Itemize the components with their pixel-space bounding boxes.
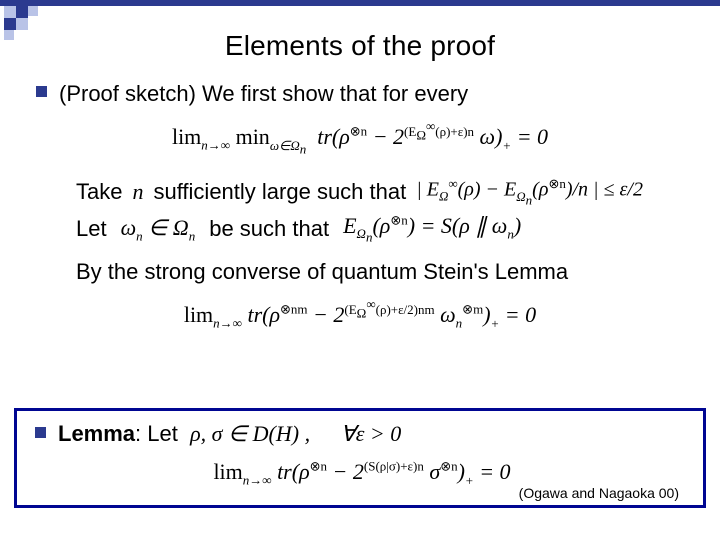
lemma-box: Lemma: Let ρ, σ ∈ D(H) , ∀ε > 0 limn→∞ t…	[14, 408, 706, 508]
slide-root: Elements of the proof (Proof sketch) We …	[0, 0, 720, 540]
bullet-1-text: (Proof sketch) We first show that for ev…	[59, 80, 468, 109]
let-mid: be such that	[209, 214, 329, 244]
equation-4: limn→∞ tr(ρ⊗nm − 2(EΩ∞(ρ)+ε/2)nm ωn⊗m)+ …	[18, 296, 702, 331]
equation-5b: ∀ε > 0	[341, 421, 402, 446]
deco-square	[16, 6, 28, 18]
take-line: Take n sufficiently large such that | EΩ…	[18, 175, 702, 209]
citation: (Ogawa and Nagaoka 00)	[519, 485, 679, 501]
equation-3b: EΩn(ρ⊗n) = S(ρ ∥ ωn)	[343, 211, 521, 247]
equation-5a: ρ, σ ∈ D(H) ,	[190, 421, 310, 446]
equation-1: limn→∞ minω∈Ωn tr(ρ⊗n − 2(EΩ∞(ρ)+ε)n ω)+…	[18, 119, 702, 158]
top-accent-bar	[0, 0, 720, 6]
bullet-1: (Proof sketch) We first show that for ev…	[18, 80, 702, 109]
deco-square	[28, 6, 38, 16]
equation-3a: ωn ∈ Ωn	[121, 213, 196, 245]
bullet-marker-icon	[35, 427, 46, 438]
lemma-let: : Let	[135, 421, 178, 446]
take-var: n	[132, 177, 143, 207]
let-line: Let ωn ∈ Ωn be such that EΩn(ρ⊗n) = S(ρ …	[18, 211, 702, 247]
deco-square	[4, 6, 16, 18]
lemma-label: Lemma	[58, 421, 135, 446]
take-suffix: sufficiently large such that	[153, 177, 406, 207]
lemma-line: Lemma: Let ρ, σ ∈ D(H) , ∀ε > 0	[58, 421, 401, 447]
slide-title: Elements of the proof	[18, 30, 702, 62]
bullet-marker-icon	[36, 86, 47, 97]
lemma-header: Lemma: Let ρ, σ ∈ D(H) , ∀ε > 0	[35, 421, 689, 447]
take-prefix: Take	[76, 177, 122, 207]
equation-2: | EΩ∞(ρ) − EΩn(ρ⊗n)/n | ≤ ε/2	[416, 175, 643, 209]
converse-line: By the strong converse of quantum Stein'…	[18, 257, 702, 287]
let-prefix: Let	[76, 214, 107, 244]
